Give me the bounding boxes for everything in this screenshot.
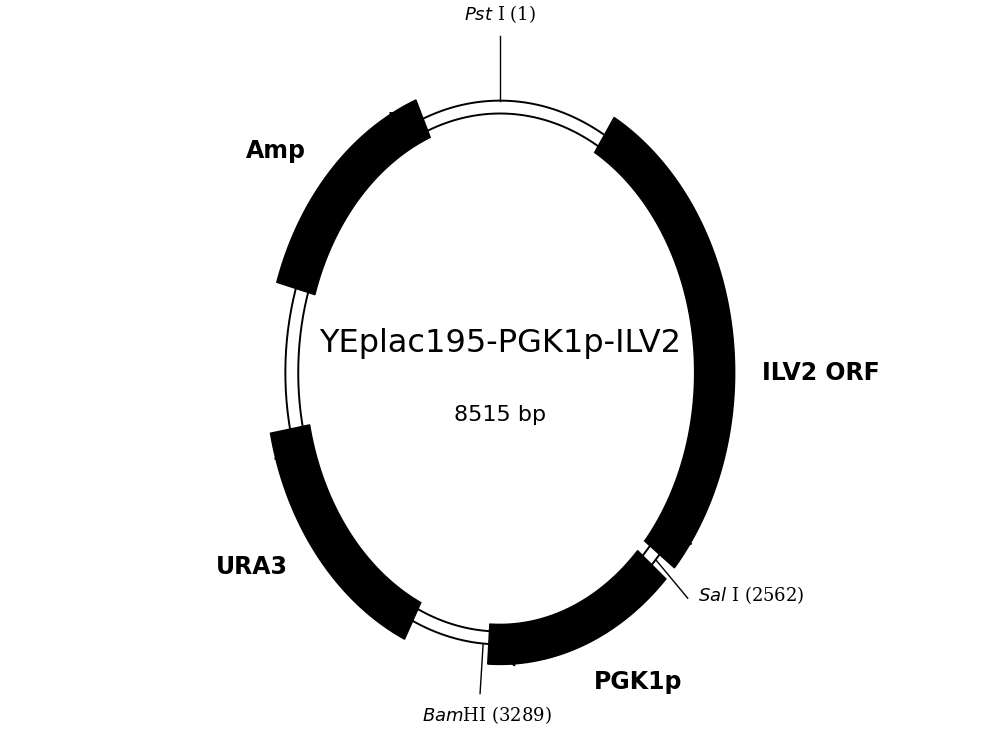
Text: URA3: URA3 bbox=[216, 556, 288, 580]
Text: $\mathit{Bam}$HI (3289): $\mathit{Bam}$HI (3289) bbox=[422, 704, 552, 726]
Text: YEplac195-PGK1p-ILV2: YEplac195-PGK1p-ILV2 bbox=[319, 328, 681, 359]
Polygon shape bbox=[488, 550, 666, 664]
Text: 8515 bp: 8515 bp bbox=[454, 405, 546, 425]
Polygon shape bbox=[277, 100, 430, 295]
Text: $\mathit{Pst}$ I (1): $\mathit{Pst}$ I (1) bbox=[464, 4, 536, 26]
Polygon shape bbox=[275, 429, 314, 459]
Polygon shape bbox=[390, 113, 423, 149]
Polygon shape bbox=[595, 117, 735, 568]
Text: $\mathit{Sal}$ I (2562): $\mathit{Sal}$ I (2562) bbox=[698, 583, 805, 605]
Polygon shape bbox=[270, 425, 421, 639]
Text: ILV2 ORF: ILV2 ORF bbox=[762, 361, 880, 385]
Text: Amp: Amp bbox=[245, 139, 305, 163]
Polygon shape bbox=[489, 626, 517, 666]
Text: PGK1p: PGK1p bbox=[594, 670, 682, 694]
Polygon shape bbox=[659, 520, 692, 554]
